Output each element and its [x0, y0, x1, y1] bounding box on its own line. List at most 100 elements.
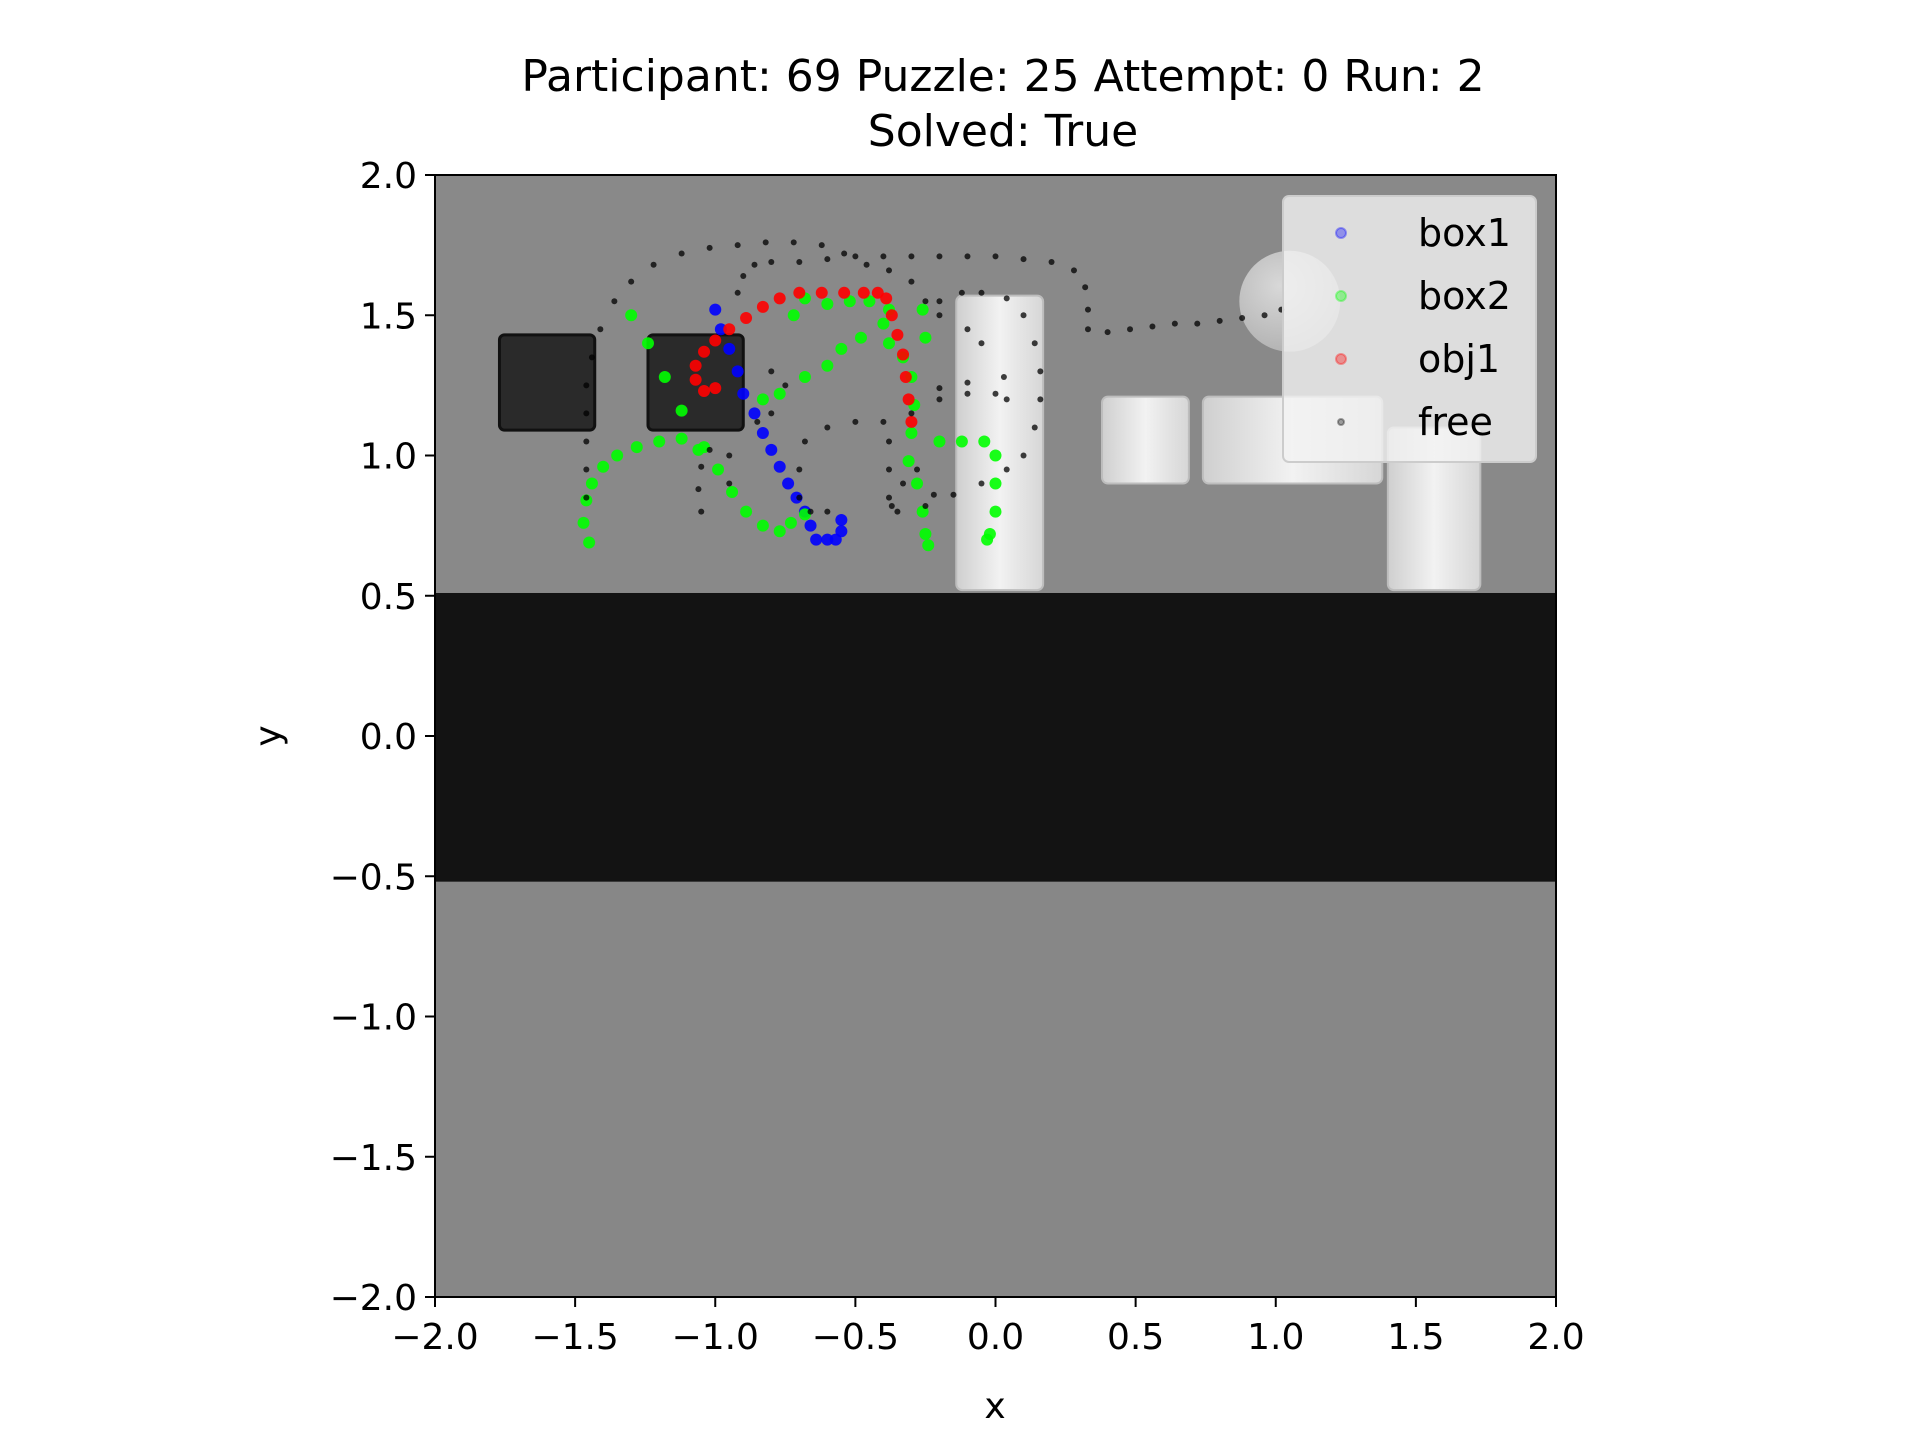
point-box2 — [877, 317, 890, 330]
legend-marker-box1 — [1335, 227, 1347, 239]
point-box1 — [782, 477, 795, 490]
point-free — [1239, 315, 1246, 322]
point-box2 — [740, 505, 753, 518]
point-free — [796, 258, 803, 265]
point-free — [908, 278, 915, 285]
dark-box — [497, 333, 597, 432]
point-free — [1020, 256, 1027, 263]
x-tick-label: 1.5 — [1387, 1317, 1444, 1358]
point-free — [1037, 396, 1044, 403]
point-free — [964, 390, 971, 397]
point-free — [841, 250, 848, 257]
y-axis: 2.0 1.5 1.0 0.5 0.0 −0.5 −1.0 −1.5 −2.0 — [330, 156, 435, 1319]
point-free — [1194, 320, 1201, 327]
point-free — [964, 253, 971, 260]
point-free — [782, 382, 789, 389]
point-free — [992, 253, 999, 260]
x-tick-label: −1.0 — [672, 1317, 759, 1358]
point-box2 — [787, 309, 800, 322]
point-box2 — [675, 404, 688, 417]
series-obj1 — [689, 286, 918, 428]
point-box2 — [911, 477, 924, 490]
point-free — [936, 312, 943, 319]
point-box2 — [863, 295, 876, 308]
point-obj1 — [698, 345, 711, 358]
point-free — [886, 494, 893, 501]
point-free — [888, 502, 895, 509]
point-free — [930, 491, 937, 498]
point-box1 — [765, 443, 778, 456]
point-box2 — [922, 539, 935, 552]
trajectories — [577, 239, 1285, 552]
point-obj1 — [773, 292, 786, 305]
point-box2 — [798, 370, 811, 383]
point-free — [1003, 295, 1010, 302]
point-box2 — [630, 441, 643, 454]
point-box2 — [919, 528, 932, 541]
point-free — [678, 250, 685, 257]
point-free — [908, 410, 915, 417]
point-free — [796, 494, 803, 501]
point-obj1 — [689, 373, 702, 386]
point-free — [894, 508, 901, 515]
point-free — [936, 298, 943, 305]
point-obj1 — [857, 286, 870, 299]
point-box1 — [737, 387, 750, 400]
point-box1 — [709, 303, 722, 316]
legend-marker-obj1 — [1335, 353, 1347, 365]
y-tick-label: −1.5 — [330, 1138, 417, 1179]
point-free — [1084, 306, 1091, 313]
point-box2 — [583, 536, 596, 549]
point-free — [880, 418, 887, 425]
series-box1 — [709, 303, 848, 546]
point-free — [650, 261, 657, 268]
point-box2 — [712, 463, 725, 476]
point-box1 — [714, 323, 727, 336]
point-free — [852, 418, 859, 425]
series-free — [583, 239, 1285, 515]
point-free — [588, 354, 595, 361]
x-tick-label: 0.0 — [967, 1317, 1024, 1358]
light-block — [955, 294, 1045, 592]
point-free — [734, 289, 741, 296]
point-box2 — [919, 331, 932, 344]
y-tick-label: −2.0 — [330, 1278, 417, 1319]
legend-label-free: free — [1418, 400, 1493, 444]
point-obj1 — [871, 286, 884, 299]
lower-floor — [435, 881, 1556, 1297]
point-free — [886, 438, 893, 445]
point-box2 — [978, 435, 991, 448]
point-free — [958, 289, 965, 296]
x-tick-label: 1.0 — [1247, 1317, 1304, 1358]
point-free — [824, 424, 831, 431]
point-free — [611, 298, 618, 305]
point-free — [1084, 326, 1091, 333]
point-free — [978, 480, 985, 487]
point-box2 — [585, 477, 598, 490]
y-axis-label: y — [248, 725, 289, 746]
point-free — [1149, 323, 1156, 330]
point-box1 — [829, 533, 842, 546]
point-free — [1127, 326, 1134, 333]
point-free — [726, 480, 733, 487]
point-obj1 — [838, 286, 851, 299]
point-free — [583, 494, 590, 501]
point-free — [886, 466, 893, 473]
point-box1 — [835, 514, 848, 527]
point-free — [1037, 368, 1044, 375]
point-free — [992, 390, 999, 397]
point-free — [628, 278, 635, 285]
point-free — [583, 466, 590, 473]
point-obj1 — [709, 334, 722, 347]
x-tick-label: −1.5 — [531, 1317, 618, 1358]
chart-title-line1: Participant: 69 Puzzle: 25 Attempt: 0 Ru… — [521, 51, 1484, 102]
point-obj1 — [709, 382, 722, 395]
point-box2 — [692, 443, 705, 456]
point-box2 — [989, 477, 1002, 490]
point-free — [698, 508, 705, 515]
legend-label-obj1: obj1 — [1418, 337, 1500, 381]
point-obj1 — [880, 292, 893, 305]
point-free — [1261, 312, 1268, 319]
point-box2 — [835, 342, 848, 355]
point-free — [922, 298, 929, 305]
